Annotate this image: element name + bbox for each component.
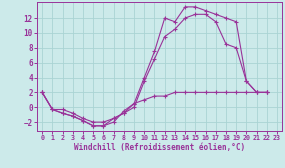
X-axis label: Windchill (Refroidissement éolien,°C): Windchill (Refroidissement éolien,°C): [74, 143, 245, 152]
